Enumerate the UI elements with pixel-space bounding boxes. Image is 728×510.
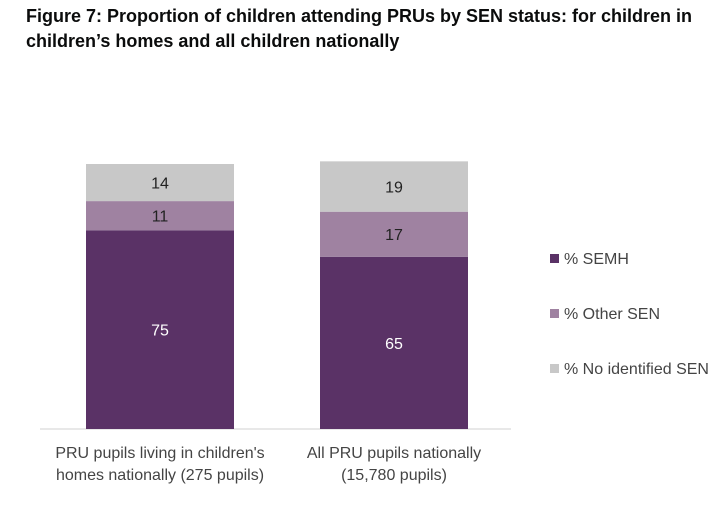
bar-segment — [320, 256, 468, 429]
legend-label: % No identified SEN — [564, 361, 709, 378]
bar-segment — [86, 230, 234, 429]
legend-label: % SEMH — [564, 251, 629, 268]
data-label: 65 — [385, 336, 403, 353]
chart-title: Figure 7: Proportion of children attendi… — [26, 6, 693, 51]
bar-segment — [320, 211, 468, 257]
data-label: 75 — [151, 323, 169, 340]
bar-segment — [86, 164, 234, 202]
bars-group: 75 11 14 65 17 19 — [86, 161, 468, 429]
legend-swatch — [550, 254, 559, 263]
bar-segment — [320, 161, 468, 212]
legend-label: % Other SEN — [564, 306, 660, 323]
category-label: homes nationally (275 pupils) — [56, 467, 264, 484]
data-label: 14 — [151, 176, 169, 193]
data-label: 17 — [385, 227, 403, 244]
category-label: (15,780 pupils) — [341, 467, 447, 484]
category-labels: PRU pupils living in children's homes nat… — [55, 445, 481, 484]
category-label: All PRU pupils nationally — [307, 445, 481, 462]
legend: % SEMH % Other SEN % No identified SEN — [550, 251, 709, 378]
category-label: PRU pupils living in children's — [55, 445, 264, 462]
data-label: 11 — [152, 209, 169, 226]
data-label: 19 — [385, 180, 403, 197]
bar-segment — [86, 201, 234, 231]
legend-swatch — [550, 309, 559, 318]
legend-swatch — [550, 364, 559, 373]
